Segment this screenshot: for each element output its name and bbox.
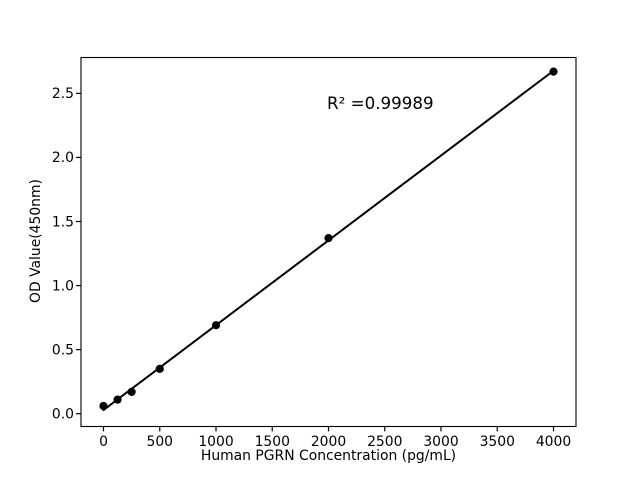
y-tick-label: 2.5: [52, 86, 74, 102]
y-tick-label: 0.5: [52, 342, 74, 358]
x-axis-title: Human PGRN Concentration (pg/mL): [200, 448, 457, 464]
x-tick-label: 2000: [311, 434, 346, 450]
data-point: [324, 234, 333, 243]
x-tick-label: 1500: [255, 434, 290, 450]
y-tick-label: 0.0: [52, 406, 74, 422]
data-point: [127, 387, 136, 397]
y-axis-title: OD Value(450nm): [28, 179, 44, 303]
r-squared-annotation: R² =0.99989: [327, 93, 434, 113]
data-point: [113, 395, 122, 404]
x-tick-label: 500: [146, 434, 173, 450]
y-tick-label: 1.0: [52, 278, 74, 294]
x-tick-label: 0: [99, 434, 108, 450]
x-tick-label: 3500: [480, 434, 515, 450]
x-tick-label: 4000: [536, 434, 571, 450]
x-tick-label: 3000: [423, 434, 458, 450]
data-point: [99, 401, 108, 411]
data-point: [549, 67, 558, 76]
x-tick-label: 1000: [198, 434, 233, 450]
data-point: [155, 364, 164, 373]
y-tick-label: 2.0: [52, 150, 74, 166]
y-tick-label: 1.5: [52, 214, 74, 230]
x-tick-label: 2500: [367, 434, 402, 450]
data-point: [211, 321, 221, 330]
